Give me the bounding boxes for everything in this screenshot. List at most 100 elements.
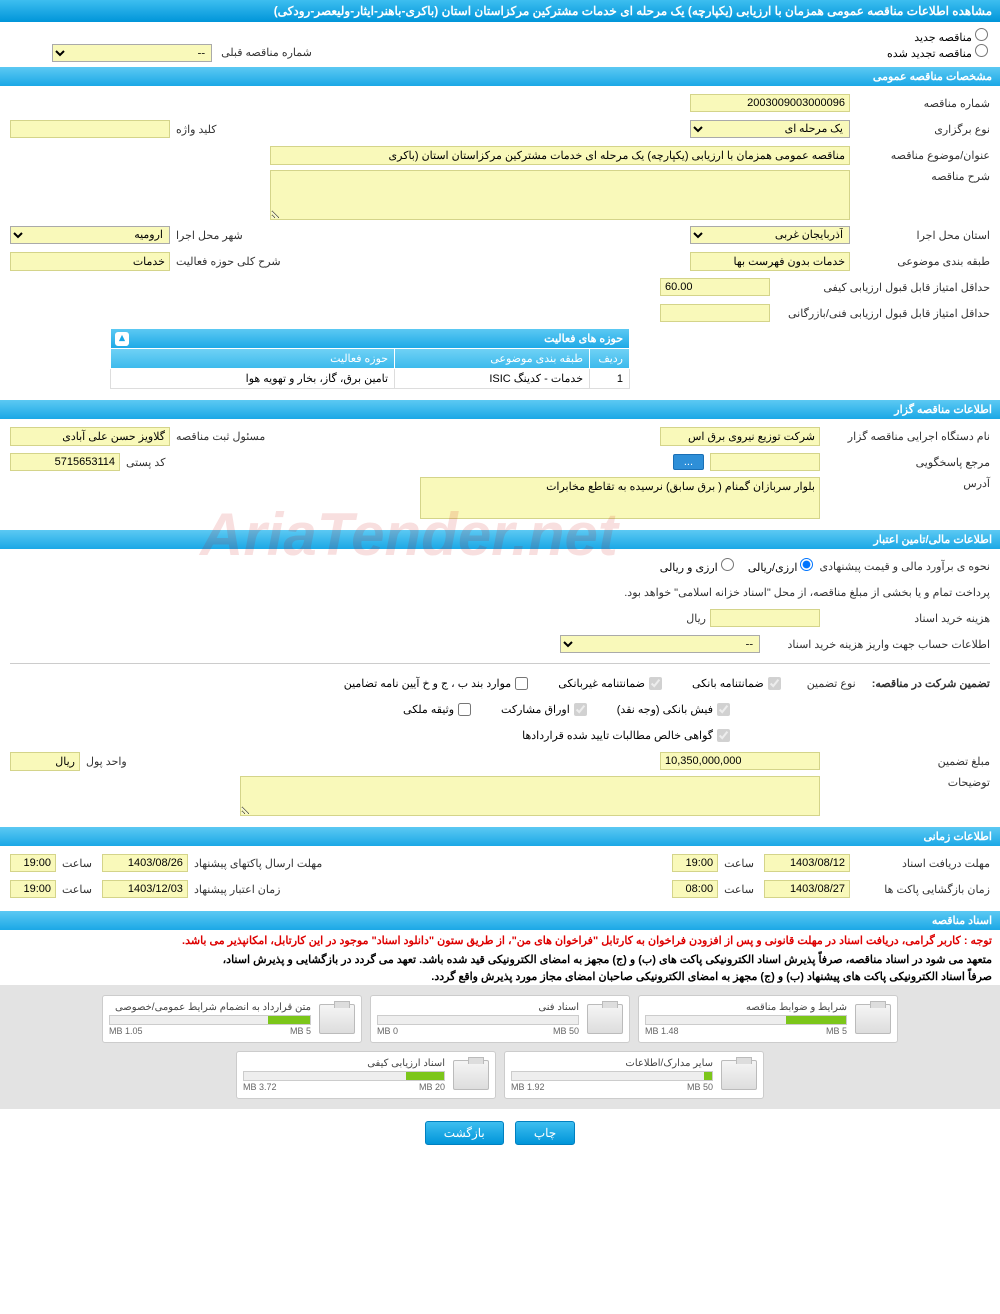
doc-used: 0 MB (377, 1026, 398, 1036)
send-label: مهلت ارسال پاکتهای پیشنهاد (188, 857, 322, 870)
buy-label: هزینه خرید اسناد (820, 612, 990, 625)
recv-time: 19:00 (672, 854, 718, 872)
doc-max: 20 MB (419, 1082, 445, 1092)
page-title: مشاهده اطلاعات مناقصه عمومی همزمان با ار… (0, 0, 1000, 22)
subject-label: عنوان/موضوع مناقصه (850, 149, 990, 162)
collapse-icon[interactable]: ▴ (115, 332, 129, 346)
g3-text: موارد بند ب ، ج و خ آیین نامه تضامین (344, 677, 511, 690)
finance-note: پرداخت تمام و یا بخشی از مبلغ مناقصه، از… (618, 586, 990, 599)
est-opt2-label[interactable]: ارزی و ریالی (660, 558, 734, 574)
valid-date: 1403/12/03 (102, 880, 188, 898)
folder-icon (319, 1004, 355, 1034)
back-button[interactable]: بازگشت (425, 1121, 504, 1145)
min-qual-field: 60.00 (660, 278, 770, 296)
act-r1c1: 1 (590, 369, 630, 389)
valid-label: زمان اعتبار پیشنهاد (188, 883, 281, 896)
radio-new[interactable] (975, 28, 988, 41)
doc-progress (377, 1015, 579, 1025)
send-date: 1403/08/26 (102, 854, 188, 872)
doc-title: متن قرارداد به انضمام شرایط عمومی/خصوصی (109, 1002, 311, 1013)
keyword-input[interactable] (10, 120, 170, 138)
est-opt1-label[interactable]: ارزی/ریالی (748, 558, 814, 574)
print-button[interactable]: چاپ (515, 1121, 575, 1145)
g6-check[interactable] (458, 703, 471, 716)
resp-input[interactable] (710, 453, 820, 471)
org-label: نام دستگاه اجرایی مناقصه گزار (820, 430, 990, 443)
doc-progress (511, 1071, 713, 1081)
section-time: اطلاعات زمانی (0, 826, 1000, 846)
reg-label: مسئول ثبت مناقصه (170, 430, 265, 443)
est-opt2-radio[interactable] (721, 558, 734, 571)
doc-used: 3.72 MB (243, 1082, 277, 1092)
docs-note1: توجه : کاربر گرامی، دریافت اسناد در مهلت… (0, 930, 1000, 951)
act-h1: ردیف (590, 349, 630, 369)
org-field: شرکت توزیع نیروی برق اس (660, 427, 820, 446)
docs-area: شرایط و ضوابط مناقصه 5 MB1.48 MB اسناد ف… (0, 985, 1000, 1109)
tender-mode-row: مناقصه جدید مناقصه تجدید شده شماره مناقص… (0, 22, 1000, 66)
act-table-title: حوزه های فعالیت (544, 333, 623, 345)
table-row: 1 خدمات - کدینگ ISIC تامین برق، گاز، بخا… (111, 369, 630, 389)
doc-used: 1.92 MB (511, 1082, 545, 1092)
recv-label: مهلت دریافت اسناد (850, 857, 990, 870)
recv-date: 1403/08/12 (764, 854, 850, 872)
buy-input[interactable] (710, 609, 820, 627)
doc-card[interactable]: سایر مدارک/اطلاعات 50 MB1.92 MB (504, 1051, 764, 1099)
g4-text: فیش بانکی (وجه نقد) (617, 703, 713, 716)
doc-title: اسناد ارزیابی کیفی (243, 1058, 445, 1069)
docs-note2: متعهد می شود در اسناد مناقصه، صرفاً پذیر… (0, 951, 1000, 968)
est-opt1-radio[interactable] (800, 558, 813, 571)
min-tech-field (660, 304, 770, 322)
est-label: نحوه ی برآورد مالی و قیمت پیشنهادی (813, 560, 990, 573)
city-select[interactable]: ارومیه (10, 226, 170, 244)
more-button[interactable]: ... (673, 454, 704, 470)
doc-card[interactable]: شرایط و ضوابط مناقصه 5 MB1.48 MB (638, 995, 898, 1043)
city-label: شهر محل اجرا (170, 229, 243, 242)
g2-check (649, 677, 662, 690)
g7-check (717, 729, 730, 742)
tender-no-field: 2003009003000096 (690, 94, 850, 112)
radio-renewed-label[interactable]: مناقصه تجدید شده (887, 48, 988, 60)
section-general: مشخصات مناقصه عمومی (0, 66, 1000, 86)
doc-used: 1.48 MB (645, 1026, 679, 1036)
valid-time: 19:00 (10, 880, 56, 898)
amt-field: 10,350,000,000 (660, 752, 820, 770)
tender-no-label: شماره مناقصه (850, 97, 990, 110)
resp-label: مرجع پاسخگویی (820, 456, 990, 469)
min-tech-label: حداقل امتیاز قابل قبول ارزیابی فنی/بازرگ… (770, 307, 990, 320)
post-label: کد پستی (120, 456, 165, 469)
radio-new-label[interactable]: مناقصه جدید (914, 32, 988, 44)
g6-text: وثیقه ملکی (403, 703, 454, 716)
doc-progress (645, 1015, 847, 1025)
desc-textarea[interactable] (270, 170, 850, 220)
doc-max: 50 MB (687, 1082, 713, 1092)
est-opt2-text: ارزی و ریالی (660, 562, 718, 574)
g5-text: اوراق مشارکت (501, 703, 570, 716)
prev-no-select[interactable]: -- (52, 44, 212, 62)
open-time: 08:00 (672, 880, 718, 898)
type-label: نوع برگزاری (850, 123, 990, 136)
province-select[interactable]: آذربایجان غربی (690, 226, 850, 244)
g1-check (768, 677, 781, 690)
radio-renewed[interactable] (975, 44, 988, 57)
act-h2: طبقه بندی موضوعی (395, 349, 590, 369)
note2-textarea[interactable] (240, 776, 820, 816)
keyword-label: کلید واژه (170, 123, 216, 136)
folder-icon (721, 1060, 757, 1090)
open-hour-label: ساعت (718, 883, 754, 896)
g3-check[interactable] (515, 677, 528, 690)
addr-label: آدرس (820, 477, 990, 490)
post-field: 5715653114 (10, 453, 120, 471)
g1-text: ضمانتنامه بانکی (692, 677, 764, 690)
doc-title: اسناد فنی (377, 1002, 579, 1013)
reg-field: گلاویز حسن علی آبادی (10, 427, 170, 446)
type-select[interactable]: یک مرحله ای (690, 120, 850, 138)
acc-label: اطلاعات حساب جهت واریز هزینه خرید اسناد (760, 638, 990, 651)
doc-card[interactable]: اسناد ارزیابی کیفی 20 MB 3.72 MB (236, 1051, 496, 1099)
section-finance: اطلاعات مالی/تامین اعتبار (0, 529, 1000, 549)
acc-select[interactable]: -- (560, 635, 760, 653)
guar-title: تضمین شرکت در مناقصه: (866, 677, 990, 690)
doc-max: 5 MB (826, 1026, 847, 1036)
est-opt1-text: ارزی/ریالی (748, 562, 798, 574)
doc-card[interactable]: متن قرارداد به انضمام شرایط عمومی/خصوصی … (102, 995, 362, 1043)
doc-card[interactable]: اسناد فنی 50 MB0 MB (370, 995, 630, 1043)
